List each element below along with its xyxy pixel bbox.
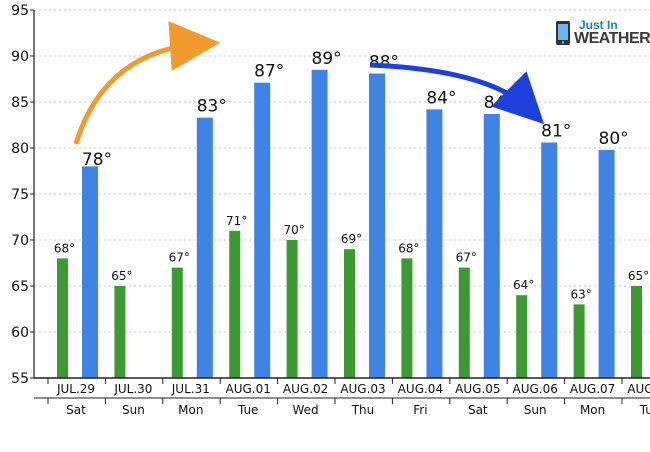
x-date-label: AUG.06 xyxy=(513,382,558,396)
x-date-label: JUL.31 xyxy=(171,382,210,396)
logo-line1: Just In xyxy=(579,18,618,32)
x-day-label: Sat xyxy=(468,403,488,417)
axis-layer: 55 60 65 70 75 80 85 90 95 JUL.29 Sat JUL.30 Sun JUL.… xyxy=(11,3,650,417)
x-date-label: AUG.02 xyxy=(283,382,328,396)
low-bar xyxy=(401,258,413,378)
low-value-label: 68° xyxy=(398,241,419,255)
y-tick-label: 65 xyxy=(11,279,29,295)
bars-layer xyxy=(57,69,642,379)
just-in-weather-logo: Just In WEATHER xyxy=(553,18,650,50)
low-bar xyxy=(573,304,585,378)
high-bar xyxy=(426,109,443,379)
x-day-label: Wed xyxy=(293,403,319,417)
x-date-label: AUG.05 xyxy=(455,382,500,396)
low-value-label: 64° xyxy=(513,278,534,292)
high-bar xyxy=(369,73,385,378)
y-tick-label: 75 xyxy=(11,187,29,203)
y-tick-label: 55 xyxy=(11,371,29,387)
x-day-label: Sun xyxy=(122,403,145,417)
low-bar xyxy=(114,286,126,378)
y-tick-label: 85 xyxy=(11,95,29,111)
y-tick-label: 80 xyxy=(11,141,29,157)
x-day-label: Sun xyxy=(524,403,547,417)
y-tick-label: 60 xyxy=(11,325,29,341)
low-bar xyxy=(631,286,642,378)
x-date-label: JUL.30 xyxy=(113,382,152,396)
falling-trend-arrow xyxy=(369,62,545,125)
rising-trend-arrow xyxy=(73,21,220,145)
high-bar xyxy=(196,117,213,378)
high-value-label: 89° xyxy=(312,49,342,69)
low-value-label: 71° xyxy=(226,214,247,228)
high-value-label: 88° xyxy=(369,52,399,72)
high-bar xyxy=(82,166,98,378)
high-bar xyxy=(254,82,271,379)
low-bar xyxy=(516,295,528,378)
x-date-label: AUG.04 xyxy=(398,382,443,396)
x-day-label: Mon xyxy=(178,403,203,417)
low-bar xyxy=(286,240,298,378)
grid-layer xyxy=(34,9,650,333)
high-bar xyxy=(541,142,558,378)
y-tick-label: 95 xyxy=(11,3,29,19)
x-date-label: JUL.29 xyxy=(56,382,95,396)
low-value-label: 67° xyxy=(456,251,477,265)
high-bar xyxy=(483,113,500,379)
y-tick-label: 70 xyxy=(11,233,29,249)
high-bar xyxy=(311,69,328,379)
low-value-label: 70° xyxy=(283,223,304,237)
low-value-label: 63° xyxy=(570,287,591,301)
x-day-label: Fri xyxy=(413,403,427,417)
low-value-label: 65° xyxy=(628,269,649,283)
high-value-label: 81° xyxy=(541,121,571,141)
x-day-label: Mon xyxy=(580,403,605,417)
low-value-label: 65° xyxy=(111,269,132,283)
x-day-label: Tue xyxy=(237,403,259,417)
x-date-label: AUG.03 xyxy=(340,382,385,396)
x-date-label: AUG.08 xyxy=(627,382,650,396)
low-value-label: 69° xyxy=(341,232,362,246)
low-bar xyxy=(57,258,68,378)
low-bar xyxy=(229,230,241,378)
low-bar xyxy=(458,267,470,378)
y-tick-label: 90 xyxy=(11,49,29,65)
x-date-label: AUG.01 xyxy=(226,382,271,396)
high-value-label: 87° xyxy=(254,62,284,82)
high-bar xyxy=(598,149,615,378)
high-value-label: 84° xyxy=(426,88,456,108)
x-day-label: Tue xyxy=(639,403,650,417)
low-bar xyxy=(344,249,355,378)
phone-icon xyxy=(556,21,570,45)
low-value-label: 67° xyxy=(169,251,190,265)
low-bar xyxy=(171,267,183,378)
high-value-label: 80° xyxy=(599,129,629,149)
high-value-label: 83° xyxy=(197,97,227,117)
x-day-label: Thu xyxy=(351,403,375,417)
logo-line2: WEATHER xyxy=(574,30,650,47)
high-value-label: 78° xyxy=(82,150,112,170)
x-date-label: AUG.07 xyxy=(570,382,615,396)
x-day-label: Sat xyxy=(66,403,86,417)
low-value-label: 68° xyxy=(54,241,75,255)
